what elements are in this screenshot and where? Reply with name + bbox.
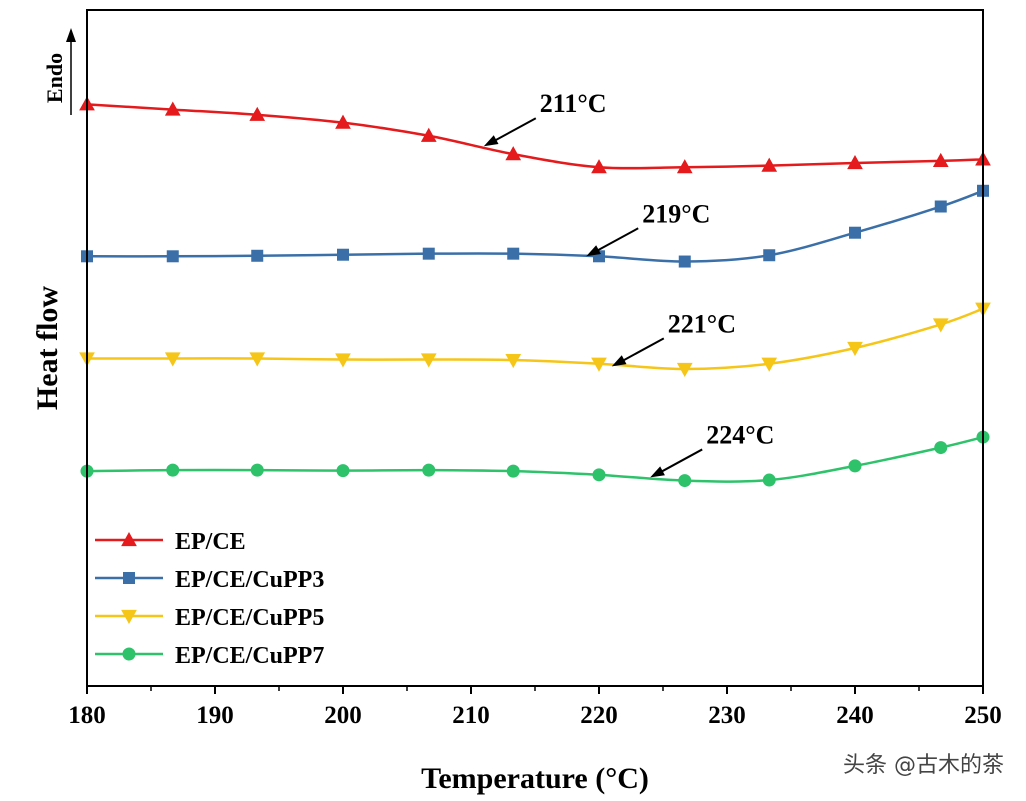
annotation-label: 221°C [668,309,736,338]
endo-indicator: Endo [42,28,76,115]
data-point [420,127,437,142]
data-point [249,106,266,121]
x-tick-label: 190 [196,702,234,729]
data-point [336,464,350,478]
annotation-arrow-head-icon [650,466,665,478]
series-markers [79,96,991,488]
data-point [164,352,181,367]
data-point [676,362,693,377]
data-point [762,473,776,487]
series-line-0 [86,103,984,170]
legend-label: EP/CE [175,529,246,555]
data-point [505,146,522,161]
legend-label: EP/CE/CuPP3 [175,567,324,593]
annotations: 211°C 219°C 221°C 224°C [483,89,774,478]
data-point [164,101,181,116]
legend-label: EP/CE/CuPP5 [175,605,324,631]
legend-swatch-marker [121,531,137,547]
annotation-label: 224°C [706,420,774,449]
x-tick-label: 250 [964,702,1002,729]
x-tick-label: 210 [452,702,490,729]
data-point [166,250,179,263]
annotation-arrow-head-icon [586,245,601,257]
series-line-1 [86,189,984,263]
data-point [848,459,862,473]
watermark: 头条 @古木的茶 [843,753,1004,778]
data-point [934,200,947,213]
endo-arrow-head-icon [66,28,76,42]
x-tick-label: 180 [68,702,106,729]
data-point [591,159,607,174]
data-point [934,441,948,455]
data-point [591,357,607,372]
annotation-arrow-shaft [491,117,537,144]
data-point [422,463,436,477]
annotation-arrow-shaft [657,448,703,475]
data-point [932,318,949,333]
data-point [676,159,693,174]
legend-swatch-marker [123,572,135,584]
data-point [678,255,691,268]
data-point [932,152,949,168]
legend-label: EP/CE/CuPP7 [175,643,324,669]
data-point [335,114,351,129]
data-point [420,353,437,368]
data-point [166,463,180,477]
y-axis-title: Heat flow [31,286,64,410]
annotation-arrow-shaft [593,227,639,254]
data-point [507,247,520,260]
annotation-arrow-head-icon [483,135,499,147]
x-tick-label: 240 [836,702,874,729]
data-point [761,357,778,372]
data-point [849,226,861,239]
data-point [251,249,264,262]
data-point [678,474,692,488]
series-lines [86,103,984,483]
data-point [847,154,863,170]
x-axis-title: Temperature (°C) [421,762,649,795]
series-line-2 [87,307,984,371]
x-tick-label: 220 [580,702,618,729]
annotation-arrow-shaft [619,337,665,364]
data-point [422,247,435,260]
legend-swatch-marker [121,609,137,625]
data-point [761,157,778,172]
x-tick-label: 230 [708,702,746,729]
data-point [335,353,351,368]
series-line-3 [86,435,984,483]
data-point [847,341,863,357]
data-point [249,352,266,367]
data-point [505,353,522,369]
data-point [763,249,776,262]
annotation-label: 211°C [540,89,607,118]
annotation-label: 219°C [642,199,710,228]
x-axis-ticks: 180 190 200 210 220 230 240 250 [68,686,1002,729]
data-point [506,464,520,478]
x-tick-label: 200 [324,702,362,729]
data-point [250,463,264,477]
data-point [592,468,606,482]
legend-swatch-marker [122,647,136,661]
annotation-arrow-head-icon [611,355,627,367]
data-point [337,248,349,261]
endo-label: Endo [42,53,67,103]
legend: EP/CE EP/CE/CuPP3 EP/CE/CuPP5 EP/CE/CuPP7 [95,529,324,669]
